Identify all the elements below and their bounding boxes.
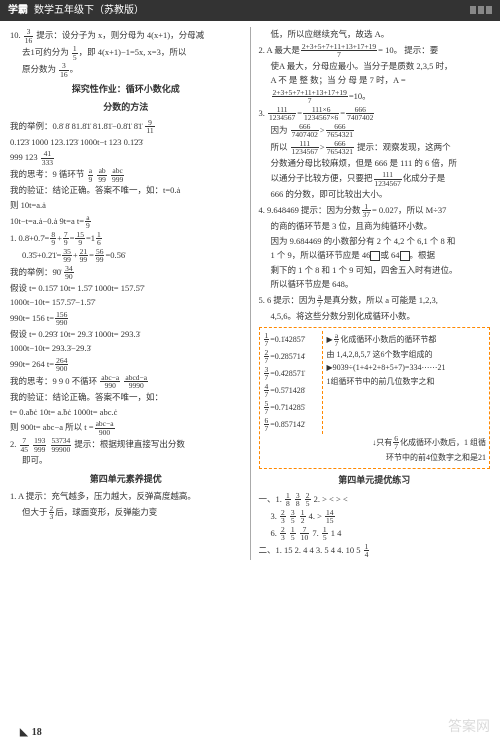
header-decoration bbox=[470, 6, 492, 14]
section1-title: 探究性作业：循环小数化成 bbox=[10, 82, 242, 96]
dashed-example-box: 17=0.1̇42857̇ 27=0.2̇85714̇ 37=0.4̇28571… bbox=[259, 327, 491, 470]
blank-box bbox=[400, 251, 410, 261]
r-line1: 低，所以应继续充气，故选 A。 bbox=[259, 28, 491, 42]
section2-title: 第四单元素养提优 bbox=[10, 472, 242, 486]
practice2: 二、1. 15 2. 4 4 3. 5 4 4. 10 5 bbox=[259, 545, 361, 555]
page-header: 学霸 数学五年级下（苏教版） bbox=[0, 0, 500, 21]
column-divider bbox=[250, 27, 251, 560]
section1-title2: 分数的方法 bbox=[10, 100, 242, 114]
header-title: 数学五年级下（苏教版） bbox=[34, 3, 144, 18]
logo: 学霸 bbox=[8, 3, 28, 18]
main-content: 10. 316 提示：设分子为 x，则分母为 4(x+1)，分母减 去1可约分为… bbox=[0, 21, 500, 566]
left-column: 10. 316 提示：设分子为 x，则分母为 4(x+1)，分母减 去1可约分为… bbox=[10, 27, 242, 560]
practice1: 一、1. bbox=[259, 494, 282, 504]
watermark: 答案网 bbox=[448, 717, 490, 738]
think1: 我的思考：9 循环节 bbox=[10, 169, 84, 179]
assume2: 假设 t= 0.29̇3̇ 10t= 29.3̇ 1000t= 293.3̇ bbox=[10, 328, 242, 342]
row2: 0.1̇2̇3̇ 1000 123.1̇2̇3̇ 1000t−t 123 0.1… bbox=[10, 136, 242, 150]
r-q5: 5. 6 提示：因为 bbox=[259, 295, 316, 305]
q10-label: 10. bbox=[10, 30, 21, 40]
r-q4: 4. 9.648469 提示：因为分数 bbox=[259, 205, 361, 215]
think2: 我的思考：9 9 0 不循环 bbox=[10, 376, 97, 386]
q1a: 1. A 提示：充气越多，压力越大，反弹高度越高。 bbox=[10, 490, 242, 504]
right-column: 低，所以应继续充气，故选 A。 2. A 最大是2+3+5+7+11+13+17… bbox=[259, 27, 491, 560]
assume1: 假设 t= 0.15̇7̇ 10t= 1.5̇7̇ 1000t= 157.5̇7… bbox=[10, 282, 242, 296]
q2-left: 2. bbox=[10, 439, 16, 449]
example-label: 我的举例：0.8̇ bbox=[10, 121, 63, 131]
example2: 我的举例：9̇0̇ bbox=[10, 267, 61, 277]
q10-hint: 提示：设分子为 x，则分母为 4(x+1)，分母减 bbox=[36, 30, 204, 40]
verify2: 我的验证：结论正确。答案不唯一，如： bbox=[10, 391, 242, 405]
blank-box bbox=[370, 251, 380, 261]
r-q2: 2. A 最大是 bbox=[259, 45, 300, 55]
r-q3: 3. bbox=[259, 108, 265, 118]
section3-title: 第四单元提优练习 bbox=[259, 473, 491, 487]
page-number: 18 bbox=[20, 725, 42, 740]
verify1: 我的验证：结论正确。答案不唯一，如：t=0.ȧ bbox=[10, 184, 242, 198]
